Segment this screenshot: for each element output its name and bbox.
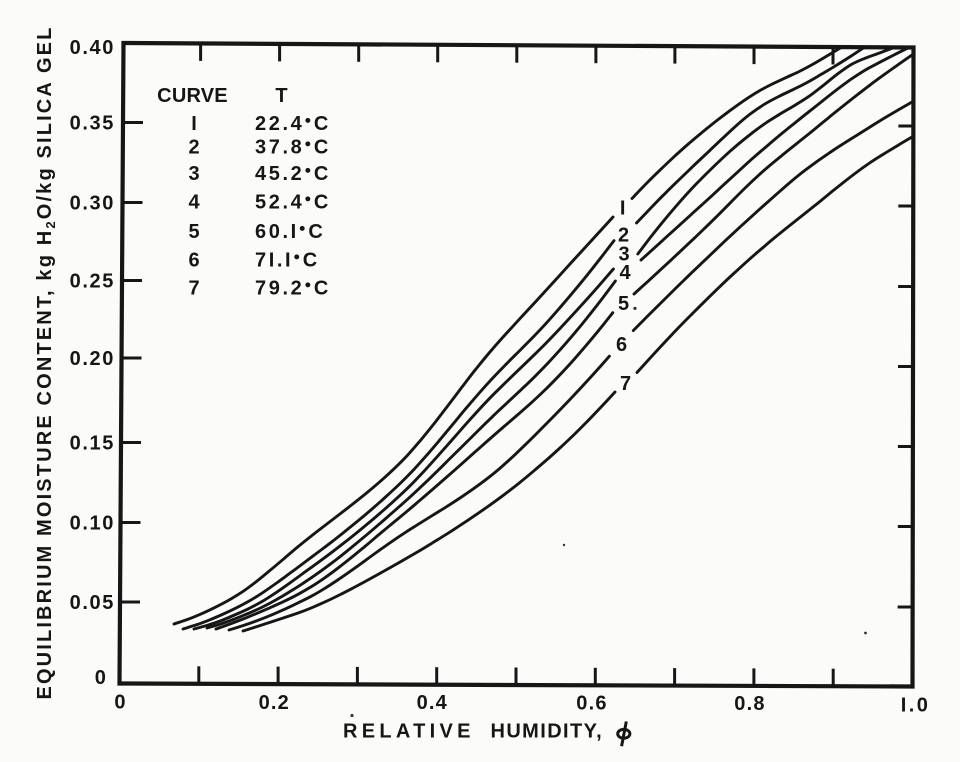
svg-text:0.15: 0.15 [70, 433, 115, 455]
svg-text:I: I [620, 198, 626, 220]
svg-text:0.05: 0.05 [70, 592, 115, 614]
svg-text:I: I [191, 113, 197, 135]
svg-text:0.35: 0.35 [70, 113, 115, 135]
svg-text:T: T [275, 85, 287, 107]
svg-text:5: 5 [618, 293, 629, 315]
svg-text:CURVE: CURVE [157, 85, 228, 107]
svg-text:0.20: 0.20 [70, 348, 115, 370]
svg-text:RELATIVE: RELATIVE [343, 721, 475, 743]
svg-text:79.2●C: 79.2●C [255, 278, 331, 300]
svg-text:3: 3 [188, 163, 199, 185]
svg-text:I.0: I.0 [901, 695, 930, 717]
svg-text:0.6: 0.6 [576, 693, 607, 715]
svg-text:3: 3 [618, 244, 629, 266]
svg-text:7I.I●C: 7I.I●C [255, 250, 320, 272]
svg-text:EQUILIBRIUM MOISTURE CONTENT,: EQUILIBRIUM MOISTURE CONTENT, kg H2O/kg … [34, 25, 58, 699]
svg-text:7: 7 [188, 278, 199, 300]
svg-text:4: 4 [188, 192, 200, 214]
svg-text:0.4: 0.4 [417, 692, 448, 714]
svg-text:52.4●C: 52.4●C [255, 192, 331, 214]
svg-text:HUMIDITY,: HUMIDITY, [491, 721, 604, 743]
svg-text:4: 4 [619, 262, 631, 284]
svg-text:2: 2 [618, 225, 629, 247]
svg-text:45.2●C: 45.2●C [255, 163, 331, 185]
svg-text:0.40: 0.40 [70, 37, 115, 59]
svg-text:22.4●C: 22.4●C [255, 113, 331, 135]
svg-text:0: 0 [95, 667, 108, 689]
svg-text:6: 6 [616, 334, 627, 356]
svg-text:0.2: 0.2 [259, 692, 290, 714]
svg-text:0.30: 0.30 [70, 193, 115, 215]
svg-text:0.10: 0.10 [70, 513, 115, 535]
svg-text:37.8●C: 37.8●C [255, 137, 331, 159]
svg-text:7: 7 [620, 373, 631, 395]
svg-text:6: 6 [188, 250, 199, 272]
svg-text:60.I●C: 60.I●C [255, 221, 325, 243]
svg-text:5: 5 [188, 221, 199, 243]
svg-text:0.8: 0.8 [734, 693, 765, 715]
svg-text:2: 2 [188, 137, 199, 159]
svg-text:0: 0 [114, 692, 126, 714]
svg-text:0.25: 0.25 [70, 271, 115, 293]
